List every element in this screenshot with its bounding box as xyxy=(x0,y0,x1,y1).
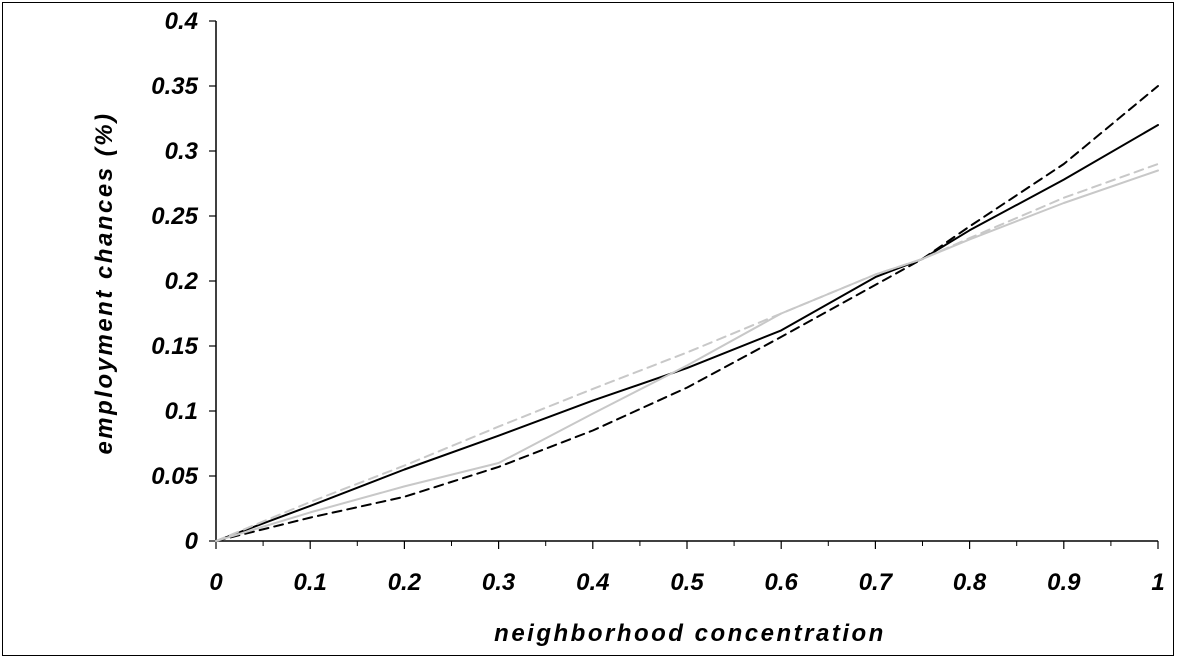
y-tick-label: 0.3 xyxy=(165,138,199,165)
y-tick-label: 0.35 xyxy=(151,73,198,100)
x-tick-label: 1 xyxy=(1151,569,1164,596)
series-line-1 xyxy=(215,124,1159,542)
x-tick-label: 0.6 xyxy=(765,569,799,596)
x-tick-label: 0.3 xyxy=(482,569,516,596)
x-axis-title: neighborhood concentration xyxy=(494,620,886,647)
series-layer xyxy=(215,85,1159,542)
series-line-2 xyxy=(215,85,1159,542)
axes xyxy=(209,20,1159,549)
x-tick-label: 0.7 xyxy=(859,569,894,596)
y-tick-label: 0.15 xyxy=(151,333,198,360)
y-tick-label: 0.4 xyxy=(165,8,198,35)
x-tick-label: 0.5 xyxy=(670,569,704,596)
y-tick-label: 0.1 xyxy=(165,398,198,425)
series-line-4 xyxy=(215,163,1159,542)
series-line-3 xyxy=(215,169,1159,542)
y-tick-label: 0.2 xyxy=(165,268,199,295)
x-tick-label: 0 xyxy=(209,569,223,596)
x-tick-label: 0.9 xyxy=(1047,569,1081,596)
y-tick-label: 0.25 xyxy=(151,203,198,230)
x-tick-label: 0.8 xyxy=(953,569,987,596)
tick-labels: 0 0.05 0.1 0.15 0.2 0.25 0.3 0.35 0.4 0 0.1 0.2 0.3 0… xyxy=(151,8,1164,596)
y-tick-label: 0 xyxy=(185,528,199,555)
y-axis-title: employment chances (%) xyxy=(91,111,118,454)
x-tick-label: 0.4 xyxy=(576,569,609,596)
x-tick-label: 0.1 xyxy=(294,569,327,596)
x-tick-label: 0.2 xyxy=(388,569,422,596)
y-tick-label: 0.05 xyxy=(151,463,198,490)
